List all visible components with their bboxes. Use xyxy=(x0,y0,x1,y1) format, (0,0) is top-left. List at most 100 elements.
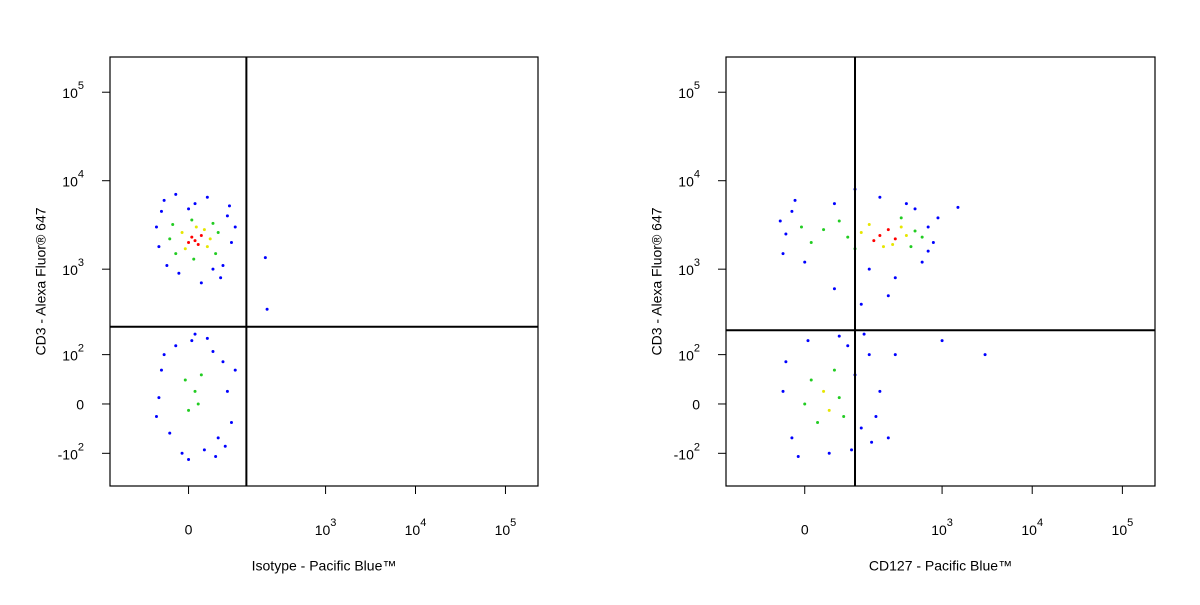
x-tick-label: 0 xyxy=(801,522,809,538)
event-dot xyxy=(832,287,836,291)
event-dot xyxy=(174,192,178,196)
event-dot xyxy=(233,368,237,372)
event-dot xyxy=(859,426,863,430)
event-dot xyxy=(196,243,200,247)
event-dot xyxy=(180,230,184,234)
x-tick-label: 103 xyxy=(315,517,337,538)
event-dot xyxy=(796,454,800,458)
event-dot xyxy=(229,241,233,245)
event-dot xyxy=(904,202,908,206)
event-dot xyxy=(872,239,876,243)
event-dot xyxy=(159,368,163,372)
x-tick-label: 104 xyxy=(1021,517,1043,538)
event-dot xyxy=(190,235,194,239)
event-dot xyxy=(216,436,220,440)
event-dot xyxy=(162,353,166,357)
event-dot xyxy=(187,457,191,461)
event-dot xyxy=(832,368,836,372)
y-axis-label: CD3 - Alexa Fluor® 647 xyxy=(33,207,49,355)
x-tick-label: 103 xyxy=(931,517,953,538)
event-dot xyxy=(920,235,924,239)
event-dot xyxy=(878,195,882,199)
event-dot xyxy=(778,219,782,223)
event-dot xyxy=(221,360,225,364)
event-dot xyxy=(886,228,890,232)
event-dot xyxy=(878,234,882,238)
event-dot xyxy=(193,202,197,206)
event-dot xyxy=(193,389,197,393)
event-dot xyxy=(168,237,172,241)
y-axis-label: CD3 - Alexa Fluor® 647 xyxy=(649,207,665,355)
event-dot xyxy=(891,243,895,247)
x-tick-label: 0 xyxy=(185,522,193,538)
event-dot xyxy=(881,245,885,249)
event-dot xyxy=(193,332,197,336)
event-dot xyxy=(940,339,944,343)
y-tick-label: -102 xyxy=(58,441,84,462)
y-tick-label: -102 xyxy=(674,441,700,462)
event-dot xyxy=(809,378,813,382)
event-dot xyxy=(192,257,196,261)
event-dot xyxy=(926,225,930,229)
y-tick-label: 105 xyxy=(678,80,700,101)
event-dot xyxy=(878,389,882,393)
event-dot xyxy=(214,454,218,458)
event-dot xyxy=(862,332,866,336)
event-dot xyxy=(899,225,903,229)
event-dot xyxy=(867,222,871,226)
event-dot xyxy=(154,225,158,229)
event-dot xyxy=(159,209,163,213)
event-dot xyxy=(874,415,878,419)
event-dot xyxy=(157,396,161,400)
event-dot xyxy=(165,264,169,268)
event-dot xyxy=(936,216,940,220)
y-tick-label: 104 xyxy=(62,169,84,190)
event-dot xyxy=(904,234,908,238)
event-dot xyxy=(983,353,987,357)
event-dot xyxy=(784,360,788,364)
y-tick-label: 103 xyxy=(62,257,84,278)
y-tick-label: 0 xyxy=(76,397,84,413)
y-tick-label: 0 xyxy=(692,397,700,413)
event-dot xyxy=(168,431,172,435)
event-dot xyxy=(846,344,850,348)
event-dot xyxy=(190,339,194,343)
event-dot xyxy=(793,198,797,202)
x-axis-label: CD127 - Pacific Blue™ xyxy=(869,558,1012,574)
event-dot xyxy=(199,373,203,377)
event-dot xyxy=(803,402,807,406)
event-dot xyxy=(221,264,225,268)
event-dot xyxy=(827,408,831,412)
y-tick-label: 105 xyxy=(62,80,84,101)
event-dot xyxy=(187,241,191,245)
event-dot xyxy=(211,349,215,353)
event-dot xyxy=(177,271,181,275)
event-dot xyxy=(263,256,267,260)
event-dot xyxy=(837,334,841,338)
event-dot xyxy=(229,420,233,424)
event-dot xyxy=(265,307,269,311)
event-dot xyxy=(886,436,890,440)
event-dot xyxy=(214,252,218,256)
event-dot xyxy=(199,234,203,238)
event-dot xyxy=(194,225,198,229)
event-dot xyxy=(870,440,874,444)
event-dot xyxy=(171,222,175,226)
event-dot xyxy=(920,260,924,264)
event-dot xyxy=(827,451,831,455)
event-dot xyxy=(956,205,960,209)
event-dot xyxy=(157,245,161,249)
event-dot xyxy=(931,241,935,245)
event-dot xyxy=(909,245,913,249)
event-dot xyxy=(180,451,184,455)
x-axis-label: Isotype - Pacific Blue™ xyxy=(252,558,397,574)
event-dot xyxy=(193,239,197,243)
y-tick-label: 104 xyxy=(678,169,700,190)
event-dot xyxy=(784,232,788,236)
event-dot xyxy=(842,415,846,419)
event-dot xyxy=(205,245,209,249)
event-dot xyxy=(154,415,158,419)
event-dot xyxy=(913,207,917,211)
event-dot xyxy=(208,237,212,241)
